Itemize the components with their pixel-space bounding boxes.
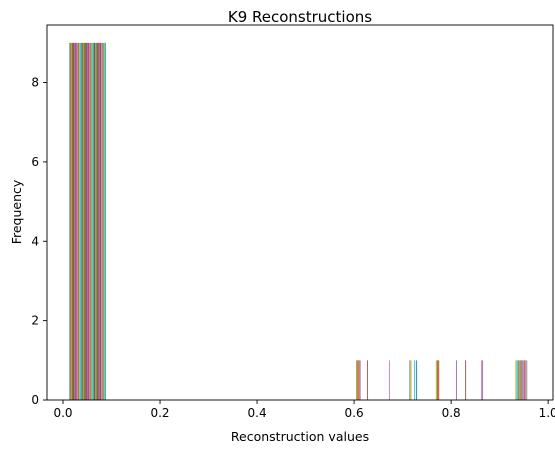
y-tick-label: 6 [31,155,39,169]
histogram-bar [94,42,97,400]
x-tick-label: 0.8 [442,406,461,420]
histogram-bar [76,42,78,400]
histogram-bar [85,42,87,400]
histogram-bar [77,42,80,400]
histogram-bar [73,42,75,400]
histogram-bar [435,360,437,400]
histogram-bar [437,360,438,400]
histogram-bar [409,360,411,400]
histogram-bar [410,360,412,400]
chart-title: K9 Reconstructions [228,8,372,26]
histogram-bar [81,42,83,400]
histogram-bar [82,42,85,400]
histogram-bar [102,42,104,400]
histogram-bar [389,360,390,400]
histogram-bar [521,360,523,400]
y-tick-label: 4 [31,234,39,248]
histogram-bar [356,360,357,400]
histogram-bar [480,360,482,400]
histogram-bar [80,42,82,400]
histogram-bar [75,42,77,400]
histogram-bar [522,360,524,400]
histogram-bar [70,42,72,400]
histogram-bar [90,42,92,400]
histogram-bar [87,42,89,400]
histogram-bar [516,360,518,400]
histogram-bar [525,360,527,400]
histogram-bar [79,42,81,400]
histogram-bar [93,42,95,400]
y-axis-label: Frequency [9,179,24,244]
histogram-bar [91,42,93,400]
histogram-bar [455,360,457,400]
histogram-bar [357,360,359,400]
histogram-bar [98,42,100,400]
y-tick-label: 2 [31,314,39,328]
histogram-bar [482,360,484,400]
y-tick-label: 0 [31,393,39,407]
histogram-bar [71,42,74,400]
histogram-bar [416,360,418,400]
histogram-bar [366,360,368,400]
histogram-bar [88,42,91,400]
histogram-bar [96,42,98,400]
histogram-bar [517,360,519,400]
histogram-bar [359,360,361,400]
histogram-bar [519,360,520,400]
x-axis-ticks: 0.0 0.2 0.4 0.6 0.8 1.0 [53,400,555,420]
histogram-bars [69,42,528,400]
histogram-bar [520,360,522,400]
histogram-bar [104,42,106,400]
x-tick-label: 0.6 [345,406,364,420]
histogram-bar [103,42,105,400]
histogram-bar [69,42,71,400]
y-tick-label: 8 [31,76,39,90]
histogram-bar [438,360,440,400]
x-axis-label: Reconstruction values [231,429,369,444]
y-axis-ticks: 0 2 4 6 8 [31,76,47,407]
histogram-bar [515,360,517,400]
histogram-bar [97,42,99,400]
histogram-bar [92,42,94,400]
x-tick-label: 0.0 [53,406,72,420]
plot-frame [46,24,554,401]
histogram-bar [414,360,416,400]
histogram-bar [101,42,103,400]
histogram-bar [358,360,360,400]
x-tick-label: 1.0 [539,406,555,420]
histogram-bar [86,42,88,400]
histogram-bar [99,42,102,400]
histogram-bar [84,42,86,400]
histogram-bar [526,360,528,400]
x-tick-label: 0.4 [248,406,267,420]
x-tick-label: 0.2 [150,406,169,420]
histogram-bar [74,42,76,400]
histogram-bar [465,360,467,400]
histogram-bar [523,360,525,400]
